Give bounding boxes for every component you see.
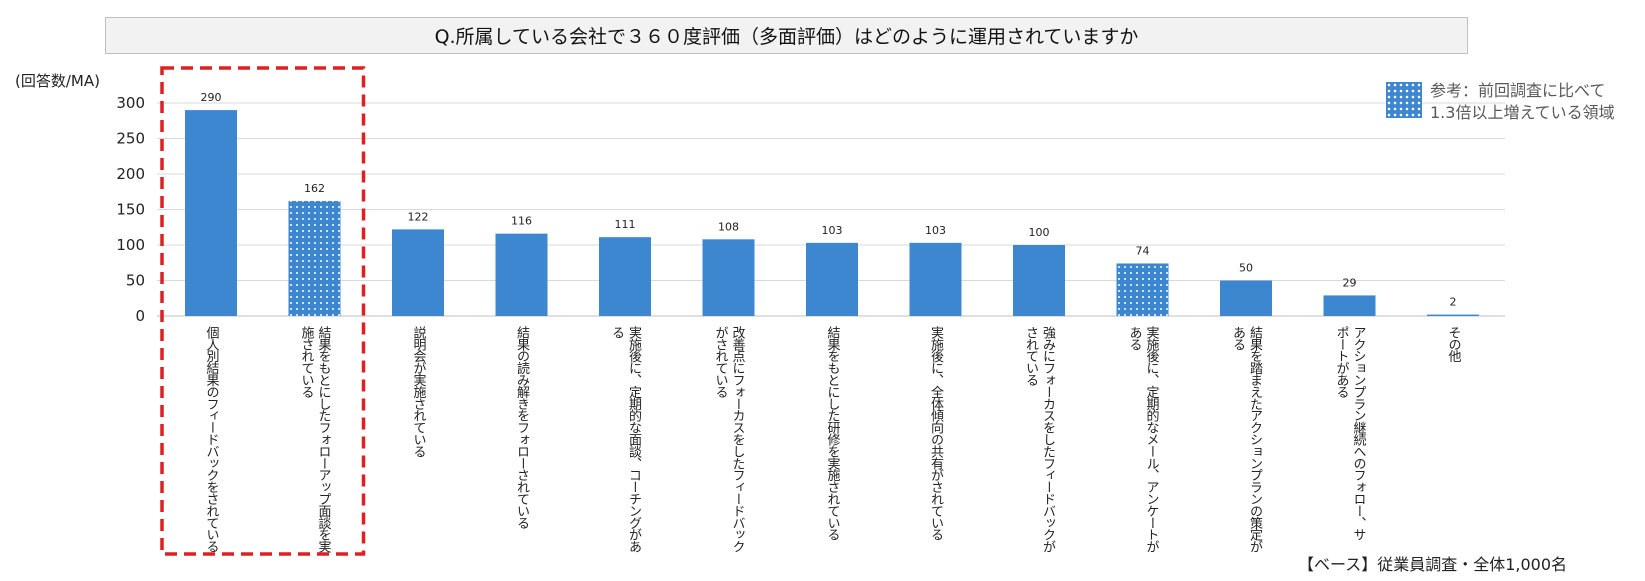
bar [702, 239, 755, 316]
chart-title: Q.所属している会社で３６０度評価（多面評価）はどのように運用されていますか [105, 17, 1468, 54]
y-tick-label: 250 [116, 130, 145, 148]
bar [909, 242, 962, 316]
data-label: 29 [1343, 276, 1357, 289]
legend-line-2: 1.3倍以上増えている領域 [1430, 103, 1615, 122]
data-label: 103 [822, 224, 843, 237]
bar [1013, 245, 1065, 316]
data-label: 50 [1239, 262, 1253, 275]
category-label: 結果の読み解きをフォローされている [514, 326, 530, 529]
highlight-box [160, 66, 366, 556]
legend-text: 参考：前回調査に比べて 1.3倍以上増えている領域 [1430, 80, 1615, 124]
data-label: 116 [511, 215, 532, 228]
category-label: 実施後に、全体傾向の共有がされている [928, 325, 944, 540]
data-label: 122 [408, 210, 429, 223]
legend: 参考：前回調査に比べて 1.3倍以上増えている領域 [1386, 80, 1615, 124]
bar [1116, 263, 1169, 316]
bar [1427, 314, 1479, 316]
category-label: 結果を踏まえたアクションプランの策定が [1247, 326, 1263, 554]
category-label: ある [1230, 326, 1245, 350]
data-label: 100 [1029, 226, 1050, 239]
data-label: 290 [201, 91, 222, 104]
category-label: ある [1127, 326, 1142, 350]
base-note: 【ベース】従業員調査・全体1,000名 [1298, 555, 1568, 574]
category-label: 結果をもとにした研修を実施されている [825, 326, 841, 541]
category-label: る [609, 326, 624, 338]
dotted-pattern-swatch [1386, 82, 1422, 118]
category-label: ポートがある [1334, 326, 1350, 398]
y-tick-label: 50 [126, 272, 145, 290]
data-label: 74 [1136, 244, 1150, 257]
category-label: がされている [713, 326, 729, 398]
category-label: 改善点にフォーカスをしたフィードバック [730, 326, 746, 554]
y-tick-label: 0 [135, 307, 145, 325]
category-label: 実施後に、定期的なメール、アンケートが [1144, 325, 1160, 553]
bar [806, 242, 858, 316]
data-label: 108 [718, 220, 739, 233]
bar [392, 229, 444, 316]
category-label: 実施後に、定期的な面談、コーチングがあ [626, 325, 642, 553]
legend-line-1: 参考：前回調査に比べて [1430, 81, 1606, 100]
category-label: 結果をもとにしたフォローアップ面談を実 [316, 326, 332, 554]
category-label: 施されている [299, 326, 315, 398]
bar [288, 200, 341, 316]
y-tick-label: 100 [116, 236, 145, 254]
category-label: 説明会が実施されている [411, 325, 427, 457]
category-label: 個人別結果のフィードバックをされている [204, 326, 220, 553]
bar [599, 237, 651, 316]
bar [495, 233, 548, 316]
category-label: その他 [1446, 326, 1462, 364]
y-tick-label: 150 [116, 201, 145, 219]
category-label: アクションプラン継続へのフォロー、サ [1351, 326, 1367, 542]
y-axis-label: (回答数/MA) [15, 72, 100, 90]
category-label: 強みにフォーカスをしたフィードバックが [1040, 326, 1056, 554]
category-label: されている [1023, 326, 1039, 386]
bar [1323, 295, 1376, 316]
data-label: 103 [925, 224, 946, 237]
bar [1220, 280, 1272, 316]
data-label: 2 [1450, 296, 1457, 309]
bar [185, 110, 237, 316]
data-label: 162 [304, 182, 325, 195]
data-label: 111 [615, 218, 636, 231]
y-tick-label: 200 [116, 165, 145, 183]
y-tick-label: 300 [116, 94, 145, 112]
